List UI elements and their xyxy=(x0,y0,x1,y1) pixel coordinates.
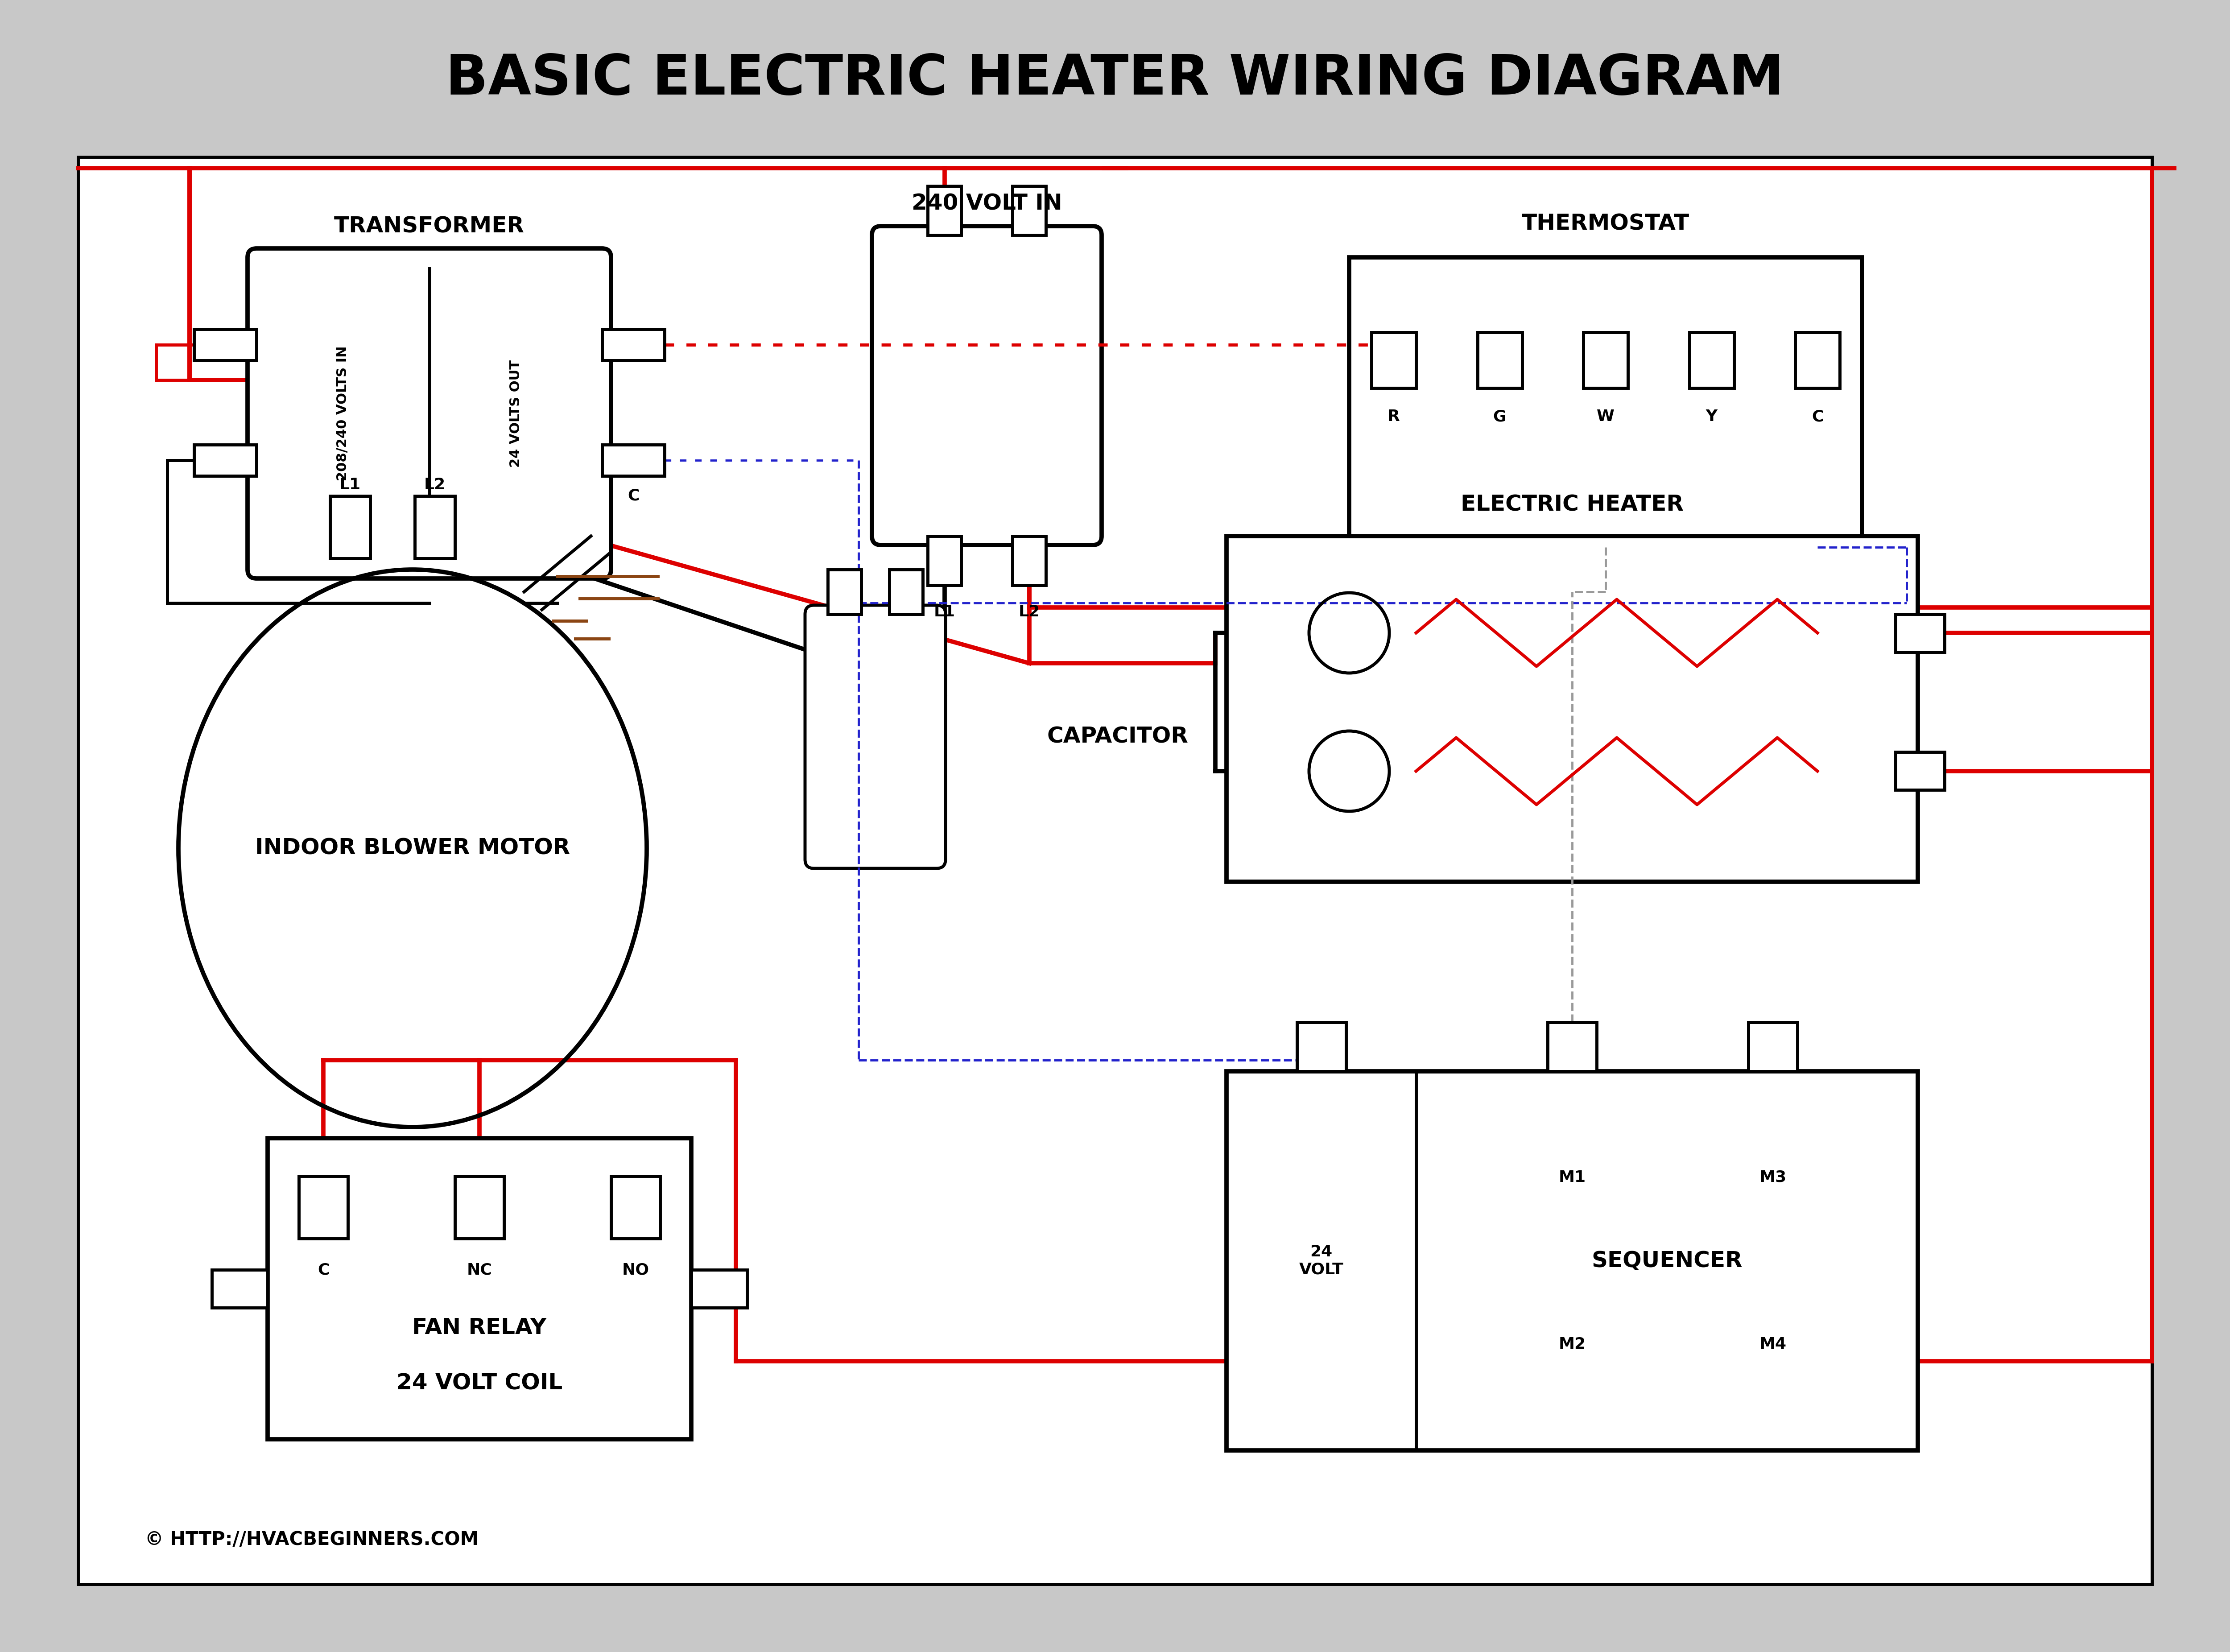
Text: 24 VOLTS OUT: 24 VOLTS OUT xyxy=(508,360,522,468)
Bar xyxy=(268,1138,691,1439)
Text: Y: Y xyxy=(1706,410,1717,425)
Bar xyxy=(299,1176,348,1239)
Bar xyxy=(928,537,961,585)
FancyBboxPatch shape xyxy=(805,605,946,869)
Text: SEQUENCER: SEQUENCER xyxy=(1592,1251,1742,1272)
Bar xyxy=(827,570,861,615)
Text: W: W xyxy=(1597,410,1615,425)
Text: C: C xyxy=(317,1262,330,1277)
Text: R: R xyxy=(1387,410,1400,425)
Text: TRANSFORMER: TRANSFORMER xyxy=(334,215,524,236)
Bar xyxy=(194,444,256,476)
Bar xyxy=(1371,332,1416,388)
Text: CAPACITOR: CAPACITOR xyxy=(1048,727,1189,747)
Bar xyxy=(1896,615,1945,653)
Text: M4: M4 xyxy=(1759,1336,1786,1351)
Bar xyxy=(602,444,665,476)
FancyBboxPatch shape xyxy=(248,248,611,578)
Text: BASIC ELECTRIC HEATER WIRING DIAGRAM: BASIC ELECTRIC HEATER WIRING DIAGRAM xyxy=(446,51,1784,106)
Bar xyxy=(1012,537,1046,585)
Bar xyxy=(602,329,665,360)
Text: L2: L2 xyxy=(424,477,446,492)
Bar xyxy=(78,157,2152,1584)
Text: © HTTP://HVACBEGINNERS.COM: © HTTP://HVACBEGINNERS.COM xyxy=(145,1530,479,1550)
Bar xyxy=(1226,1070,1918,1450)
Text: THERMOSTAT: THERMOSTAT xyxy=(1521,213,1690,235)
Text: L1: L1 xyxy=(934,605,954,620)
Text: 24
VOLT: 24 VOLT xyxy=(1300,1244,1342,1277)
Bar xyxy=(611,1176,660,1239)
Text: 24 VOLT COIL: 24 VOLT COIL xyxy=(397,1373,562,1394)
Bar xyxy=(1548,1023,1597,1070)
Bar xyxy=(1896,752,1945,790)
Bar xyxy=(928,187,961,235)
Text: G: G xyxy=(1494,410,1505,425)
Bar xyxy=(1012,187,1046,235)
FancyBboxPatch shape xyxy=(872,226,1102,545)
Text: 208/240 VOLTS IN: 208/240 VOLTS IN xyxy=(337,345,350,481)
Text: 240 VOLT IN: 240 VOLT IN xyxy=(912,193,1061,215)
Text: C: C xyxy=(1811,410,1824,425)
Bar xyxy=(1226,537,1918,882)
Text: ELECTRIC HEATER: ELECTRIC HEATER xyxy=(1461,494,1684,515)
Text: M2: M2 xyxy=(1559,1336,1586,1351)
Bar xyxy=(415,496,455,558)
Bar xyxy=(890,570,923,615)
Bar xyxy=(212,1270,268,1308)
Bar xyxy=(1748,1023,1797,1070)
Bar xyxy=(194,329,256,360)
Bar xyxy=(1690,332,1735,388)
Text: INDOOR BLOWER MOTOR: INDOOR BLOWER MOTOR xyxy=(254,838,571,859)
Text: M3: M3 xyxy=(1759,1170,1786,1184)
Bar xyxy=(1298,1023,1347,1070)
Text: C: C xyxy=(627,489,640,504)
Text: NO: NO xyxy=(622,1262,649,1277)
Text: M1: M1 xyxy=(1559,1170,1586,1184)
Text: L1: L1 xyxy=(339,477,361,492)
Text: L2: L2 xyxy=(1019,605,1039,620)
Bar xyxy=(691,1270,747,1308)
Bar xyxy=(1476,332,1521,388)
Bar xyxy=(1795,332,1840,388)
Text: NC: NC xyxy=(466,1262,493,1277)
Text: FAN RELAY: FAN RELAY xyxy=(413,1317,546,1338)
Bar xyxy=(1349,258,1862,547)
Bar xyxy=(330,496,370,558)
Bar xyxy=(455,1176,504,1239)
Bar xyxy=(1583,332,1628,388)
